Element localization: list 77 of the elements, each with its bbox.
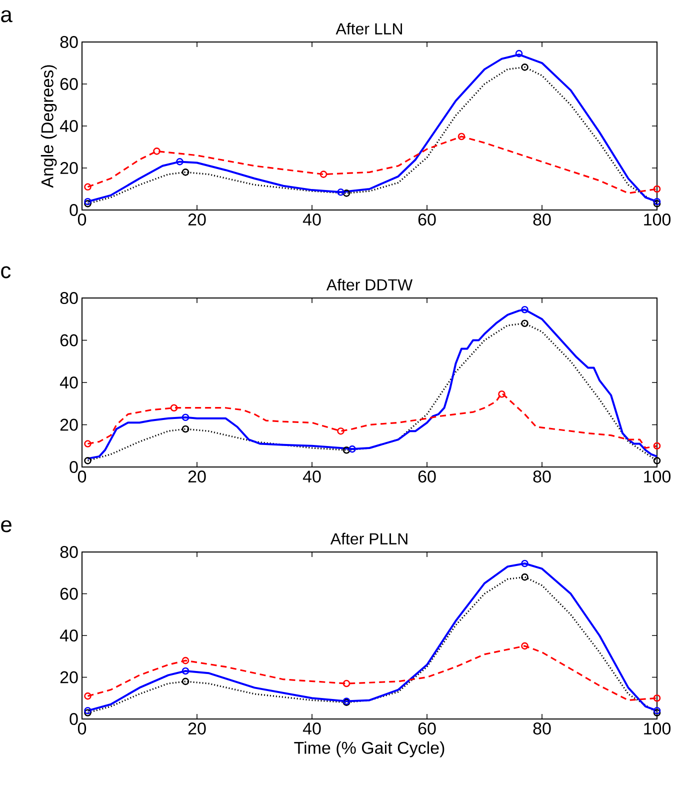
point: [521, 642, 528, 650]
y-tick-label: 80: [60, 292, 78, 304]
x-tick-label: 20: [188, 470, 206, 483]
y-tick-label: 20: [60, 162, 78, 174]
point: [337, 427, 344, 435]
x-tick-label: 0: [78, 214, 86, 226]
point: [182, 667, 190, 675]
chart-title: After DDTW: [326, 278, 413, 291]
point: [653, 200, 661, 208]
y-tick-label: 40: [60, 629, 78, 642]
point: [170, 404, 178, 412]
y-tick-label: 60: [60, 78, 78, 90]
point: [653, 185, 661, 193]
point: [348, 445, 356, 453]
point: [515, 50, 523, 58]
x-tick-label: 20: [188, 214, 206, 226]
x-tick-label: 20: [188, 722, 206, 735]
point: [458, 132, 466, 140]
x-tick-label: 80: [533, 722, 551, 735]
line-series: [86, 645, 658, 702]
point: [84, 457, 92, 464]
y-tick-label: 0: [70, 460, 78, 474]
y-tick-label: 40: [60, 120, 78, 132]
point: [653, 457, 661, 464]
point: [320, 170, 328, 178]
point: [521, 560, 528, 568]
x-tick-label: 100: [644, 470, 671, 483]
text: e: [1, 520, 12, 532]
x-tick-label: 60: [418, 722, 436, 735]
point: [182, 414, 190, 422]
chart-title: After LLN: [336, 22, 402, 35]
point: [337, 188, 344, 196]
x-tick-label: 100: [644, 214, 671, 226]
point: [521, 306, 528, 314]
point: [342, 446, 350, 454]
point: [182, 425, 190, 433]
x-tick-label: 40: [302, 470, 321, 483]
point: [182, 656, 190, 664]
point: [521, 320, 528, 328]
point: [182, 678, 190, 686]
x-axis-title: Time (% Gait Cycle): [294, 741, 444, 758]
point: [498, 390, 506, 398]
y-tick-label: 40: [60, 376, 78, 389]
y-tick-label: 20: [60, 671, 78, 684]
x-tick-label: 80: [533, 214, 551, 226]
point: [342, 190, 350, 197]
point: [342, 680, 350, 688]
y-tick-label: 0: [70, 204, 78, 216]
point: [84, 692, 92, 700]
y-tick-label: 60: [60, 588, 78, 600]
text: c: [1, 266, 11, 278]
point: [84, 183, 92, 191]
point: [521, 573, 528, 581]
y-tick-label: 0: [70, 712, 78, 726]
point: [84, 200, 92, 208]
x-tick-label: 40: [302, 722, 321, 735]
x-tick-label: 60: [418, 470, 436, 483]
point: [653, 694, 661, 702]
x-tick-label: 100: [644, 722, 671, 735]
x-tick-label: 0: [78, 722, 86, 735]
point: [153, 148, 160, 155]
y-tick-label: 80: [60, 36, 78, 48]
point: [521, 64, 528, 71]
chart-title: After PLLN: [330, 532, 408, 545]
x-tick-label: 0: [78, 470, 86, 483]
y-tick-label: 60: [60, 334, 78, 346]
point: [182, 168, 190, 176]
y-axis-title: Angle (Degrees): [40, 65, 57, 188]
point: [653, 442, 661, 450]
x-tick-label: 40: [302, 214, 321, 226]
y-tick-label: 20: [60, 418, 78, 431]
x-tick-label: 60: [418, 214, 436, 226]
x-tick-label: 80: [533, 470, 551, 483]
point: [84, 440, 92, 448]
text: a: [1, 10, 12, 22]
point: [176, 158, 184, 166]
y-tick-label: 80: [60, 546, 78, 558]
